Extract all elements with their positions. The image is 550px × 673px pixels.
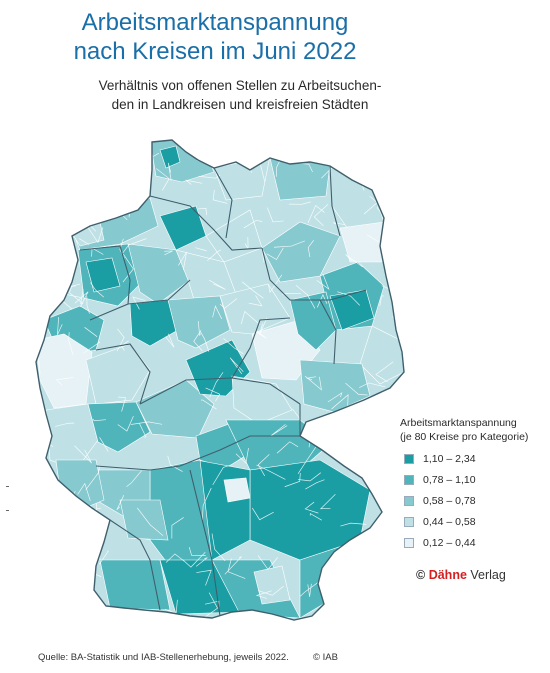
district-area [223, 477, 251, 503]
legend-item-4: 0,44 – 0,58 [404, 515, 476, 529]
publisher-logo: © Dähne Verlag [416, 568, 506, 582]
publisher-name: Dähne [428, 568, 467, 582]
district-area [299, 359, 371, 413]
district-area [253, 565, 291, 605]
legend-title-line1: Arbeitsmarktanspannung [400, 417, 517, 429]
legend-item-3: 0,58 – 0,78 [404, 494, 476, 508]
district-area [261, 221, 341, 283]
legend-label-4: 0,44 – 0,58 [423, 516, 476, 528]
district-area [359, 325, 404, 385]
legend-label-3: 0,58 – 0,78 [423, 495, 476, 507]
legend-swatch-2 [404, 475, 414, 485]
legend-item-5: 0,12 – 0,44 [404, 536, 476, 550]
legend-label-1: 1,10 – 2,34 [423, 453, 476, 465]
district-area [231, 375, 293, 425]
map-title-line2: nach Kreisen im Juni 2022 [73, 38, 357, 65]
legend-swatch-5 [404, 538, 414, 548]
copyright-symbol: © [416, 568, 426, 582]
publisher-suffix: Verlag [470, 568, 506, 582]
legend-swatch-1 [404, 454, 414, 464]
district-area [99, 559, 171, 611]
legend-label-2: 0,78 – 1,10 [423, 474, 476, 486]
legend-item-2: 0,78 – 1,10 [404, 473, 476, 487]
district-area [85, 343, 151, 405]
legend-title-line2: (je 80 Kreise pro Kategorie) [400, 431, 529, 443]
district-area [87, 401, 151, 453]
district-area [339, 221, 385, 263]
legend-label-5: 0,12 – 0,44 [423, 537, 476, 549]
district-area [159, 145, 181, 169]
margin-tick-mark [6, 510, 9, 511]
district-area [127, 243, 191, 305]
margin-tick-mark [6, 486, 9, 487]
map-title-line1: Arbeitsmarktanspannung [81, 9, 349, 36]
district-area [219, 283, 291, 335]
legend-swatch-3 [404, 496, 414, 506]
district-area [329, 289, 375, 331]
map-subtitle-line2: den in Landkreisen und kreisfreien Städt… [111, 97, 369, 112]
map-subtitle-line1: Verhältnis von offenen Stellen zu Arbeit… [98, 78, 382, 93]
district-area [85, 257, 121, 293]
district-area [135, 379, 215, 439]
source-note: Quelle: BA-Statistik und IAB-Stellenerhe… [38, 652, 289, 663]
copyright-iab: © IAB [313, 652, 338, 663]
germany-district-map [35, 139, 405, 621]
district-area [289, 291, 337, 351]
legend-swatch-4 [404, 517, 414, 527]
legend-item-1: 1,10 – 2,34 [404, 452, 476, 466]
